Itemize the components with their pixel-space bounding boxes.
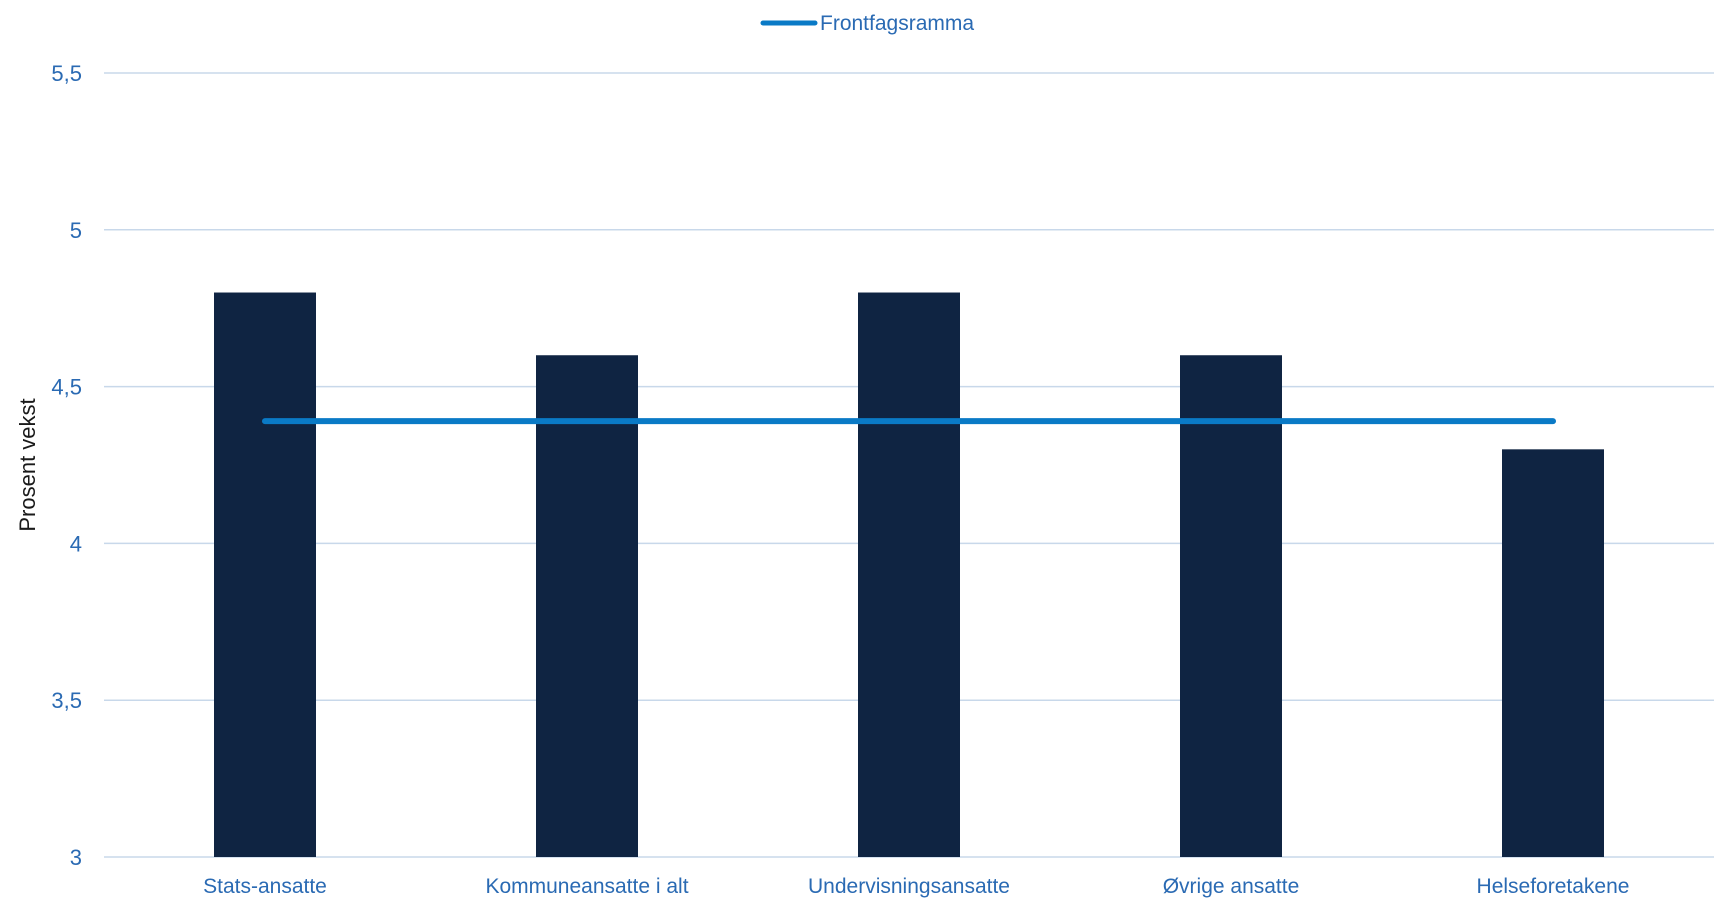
y-tick-label: 5,5 [51,61,82,86]
legend: Frontfagsramma [760,12,974,35]
legend-label-frontfagsramma: Frontfagsramma [820,12,974,35]
bar-0 [214,292,316,857]
x-category-label: Helseforetakene [1477,875,1630,898]
bar-1 [536,355,638,857]
x-category-label: Kommuneansatte i alt [485,875,688,898]
y-tick-label: 5 [70,218,82,243]
y-axis-ticks: 3 3,5 4 4,5 5 5,5 [51,61,82,870]
y-tick-label: 3,5 [51,688,82,713]
y-tick-label: 4 [70,531,82,556]
bars [214,292,1604,857]
x-category-label: Øvrige ansatte [1163,875,1300,898]
y-tick-label: 4,5 [51,375,82,400]
bar-3 [1180,355,1282,857]
y-axis-label: Prosent vekst [15,398,40,531]
y-tick-label: 3 [70,845,82,870]
bar-2 [858,292,960,857]
bar-4 [1502,449,1604,857]
x-category-label: Stats-ansatte [203,875,327,898]
x-axis-category-labels: Stats-ansatte Kommuneansatte i alt Undervi… [203,875,1629,898]
x-category-label: Undervisningsansatte [808,875,1010,898]
